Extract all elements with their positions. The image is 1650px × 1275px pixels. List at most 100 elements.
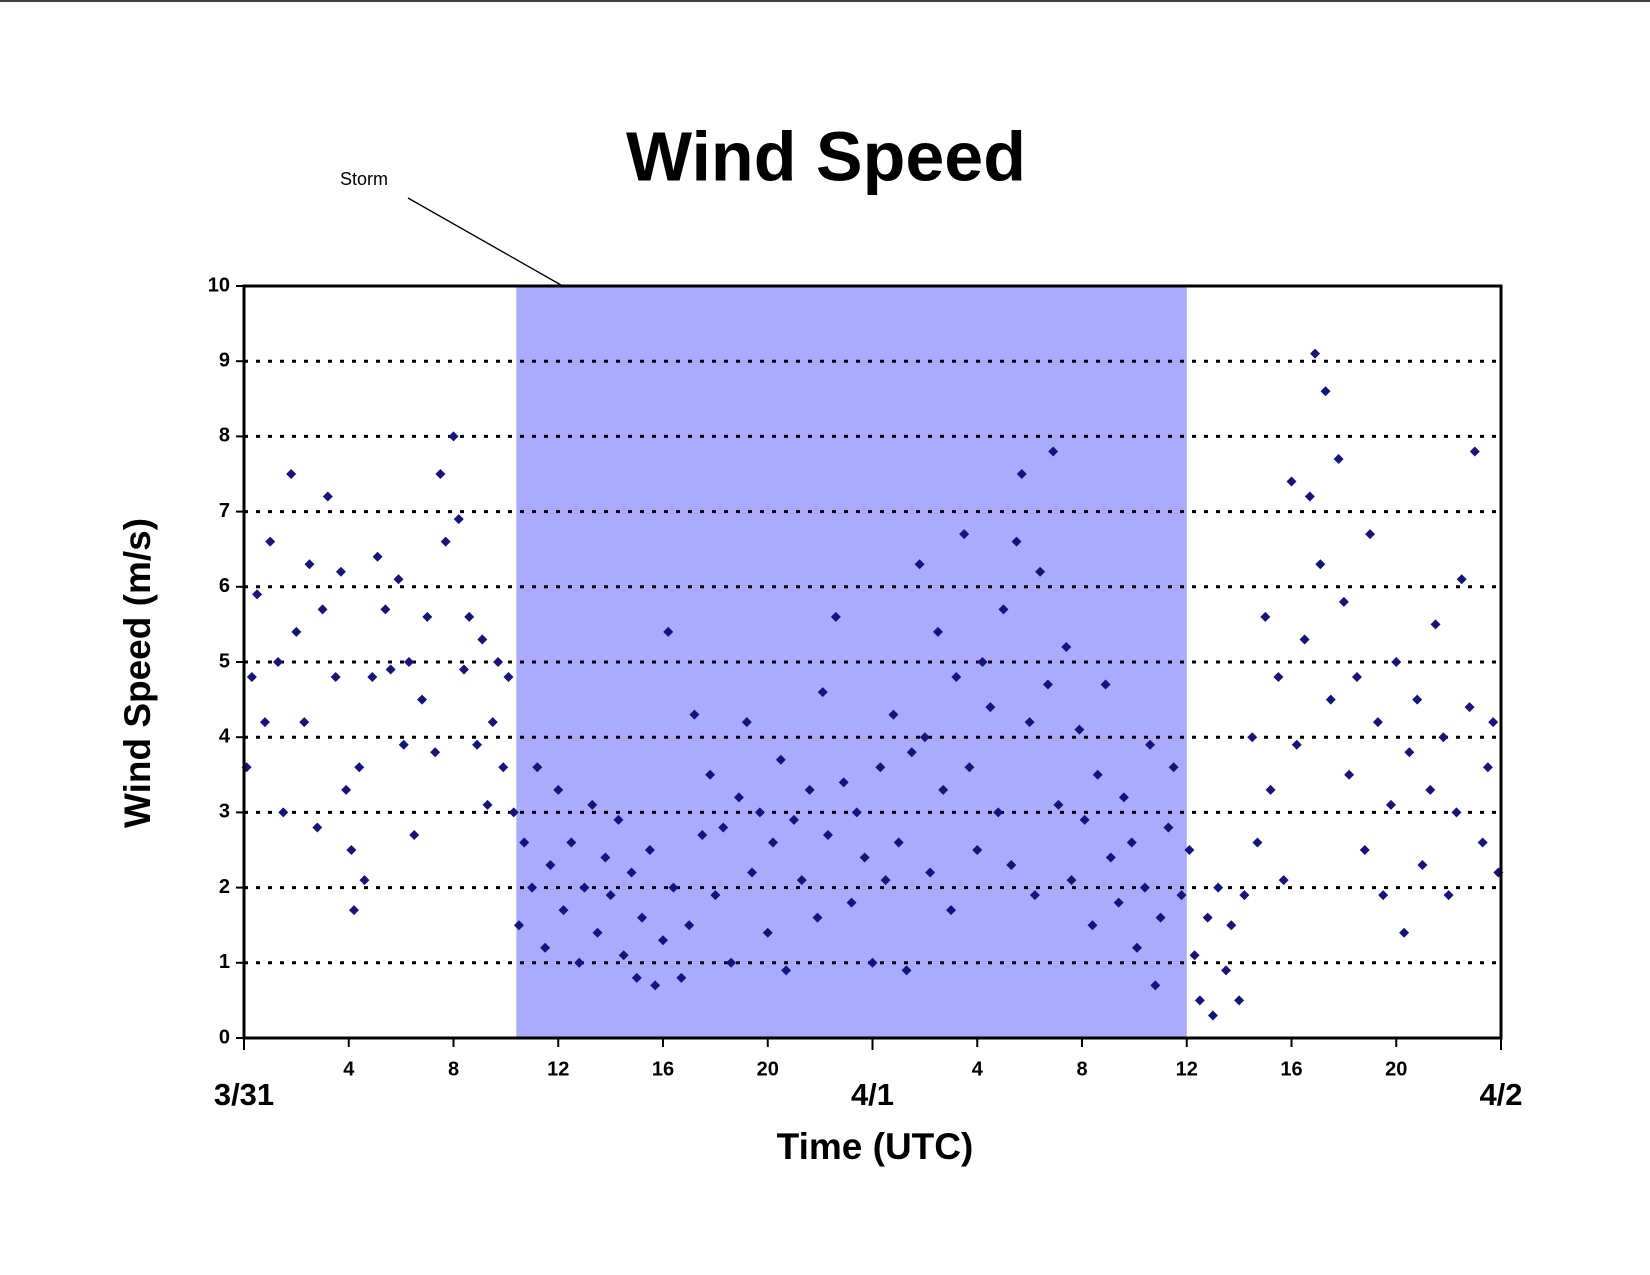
data-point bbox=[893, 837, 904, 848]
data-point bbox=[403, 657, 414, 667]
data-point bbox=[830, 611, 841, 622]
data-point bbox=[762, 927, 773, 938]
y-tick-label: 3 bbox=[219, 801, 230, 823]
data-point bbox=[385, 664, 396, 675]
data-point bbox=[938, 784, 949, 795]
data-point bbox=[822, 829, 833, 840]
data-point bbox=[393, 574, 404, 585]
data-point bbox=[914, 559, 925, 570]
data-point bbox=[663, 626, 674, 637]
data-point bbox=[880, 875, 891, 886]
data-point bbox=[527, 882, 538, 893]
data-point bbox=[398, 739, 409, 750]
data-point bbox=[859, 852, 870, 863]
data-point bbox=[689, 709, 700, 720]
data-point bbox=[1145, 739, 1156, 750]
data-point bbox=[959, 529, 970, 540]
data-point bbox=[1087, 920, 1098, 931]
data-point bbox=[417, 694, 428, 705]
data-point bbox=[1310, 348, 1321, 359]
data-point bbox=[977, 657, 988, 667]
data-point bbox=[1325, 694, 1336, 705]
data-point bbox=[1338, 596, 1349, 607]
data-point bbox=[1372, 717, 1383, 728]
data-point bbox=[513, 920, 524, 931]
y-tick-label: 5 bbox=[219, 650, 230, 672]
data-point bbox=[1469, 446, 1480, 457]
data-point bbox=[1113, 897, 1124, 908]
data-point bbox=[1105, 852, 1116, 863]
data-point bbox=[1048, 446, 1059, 457]
data-point bbox=[367, 672, 378, 683]
data-point bbox=[718, 822, 729, 833]
data-point bbox=[273, 657, 284, 667]
data-point bbox=[613, 814, 624, 825]
data-point bbox=[919, 732, 930, 743]
x-tick-label: 12 bbox=[547, 1058, 569, 1080]
data-point bbox=[788, 814, 799, 825]
y-tick-label: 10 bbox=[208, 274, 230, 296]
data-point bbox=[637, 912, 648, 923]
data-point bbox=[519, 837, 530, 848]
data-point bbox=[1194, 995, 1205, 1006]
data-point bbox=[354, 762, 365, 773]
date-label: 4/1 bbox=[851, 1077, 894, 1112]
data-point bbox=[1344, 769, 1355, 780]
data-point bbox=[600, 852, 611, 863]
storm-leader bbox=[407, 197, 562, 286]
data-point bbox=[1412, 694, 1423, 705]
data-point bbox=[1168, 762, 1179, 773]
data-point bbox=[1351, 672, 1362, 683]
data-point bbox=[1252, 837, 1263, 848]
data-point bbox=[286, 469, 297, 479]
data-point bbox=[1118, 792, 1129, 803]
data-point bbox=[705, 769, 716, 780]
data-point bbox=[1273, 672, 1284, 683]
data-point bbox=[409, 829, 420, 840]
data-point bbox=[553, 784, 564, 795]
data-point bbox=[1061, 641, 1072, 652]
data-point bbox=[993, 807, 1004, 818]
data-point bbox=[1438, 732, 1449, 743]
data-point bbox=[1150, 980, 1161, 991]
y-axis-label: Wind Speed (m/s) bbox=[117, 518, 158, 828]
data-point bbox=[676, 972, 687, 983]
data-point bbox=[372, 551, 383, 562]
x-tick-label: 4 bbox=[972, 1058, 984, 1080]
data-point bbox=[1024, 717, 1035, 728]
data-point bbox=[650, 980, 661, 991]
data-point bbox=[775, 754, 786, 765]
data-point bbox=[1265, 784, 1276, 795]
data-point bbox=[631, 972, 642, 983]
data-point bbox=[1139, 882, 1150, 893]
data-point bbox=[1176, 890, 1187, 901]
data-point bbox=[985, 702, 996, 713]
data-point bbox=[1074, 724, 1085, 735]
data-point bbox=[668, 882, 679, 893]
data-point bbox=[1488, 717, 1499, 728]
data-point bbox=[733, 792, 744, 803]
data-point bbox=[741, 717, 752, 728]
data-point bbox=[658, 935, 668, 946]
data-point bbox=[453, 514, 464, 525]
data-point bbox=[684, 920, 695, 931]
data-point bbox=[1100, 679, 1111, 690]
data-point bbox=[1247, 732, 1258, 743]
data-point bbox=[747, 867, 758, 878]
data-point bbox=[545, 860, 556, 871]
data-point bbox=[1221, 965, 1232, 976]
data-point bbox=[1155, 912, 1166, 923]
data-point bbox=[710, 890, 721, 901]
data-point bbox=[322, 491, 333, 502]
data-point bbox=[348, 905, 359, 916]
data-point bbox=[1079, 814, 1090, 825]
x-tick-label: 20 bbox=[757, 1058, 779, 1080]
data-point bbox=[430, 747, 441, 758]
data-point bbox=[472, 739, 483, 750]
data-point bbox=[1239, 890, 1250, 901]
data-point bbox=[259, 717, 270, 728]
data-point bbox=[1464, 702, 1475, 713]
data-point bbox=[1006, 860, 1017, 871]
data-point bbox=[1477, 837, 1488, 848]
